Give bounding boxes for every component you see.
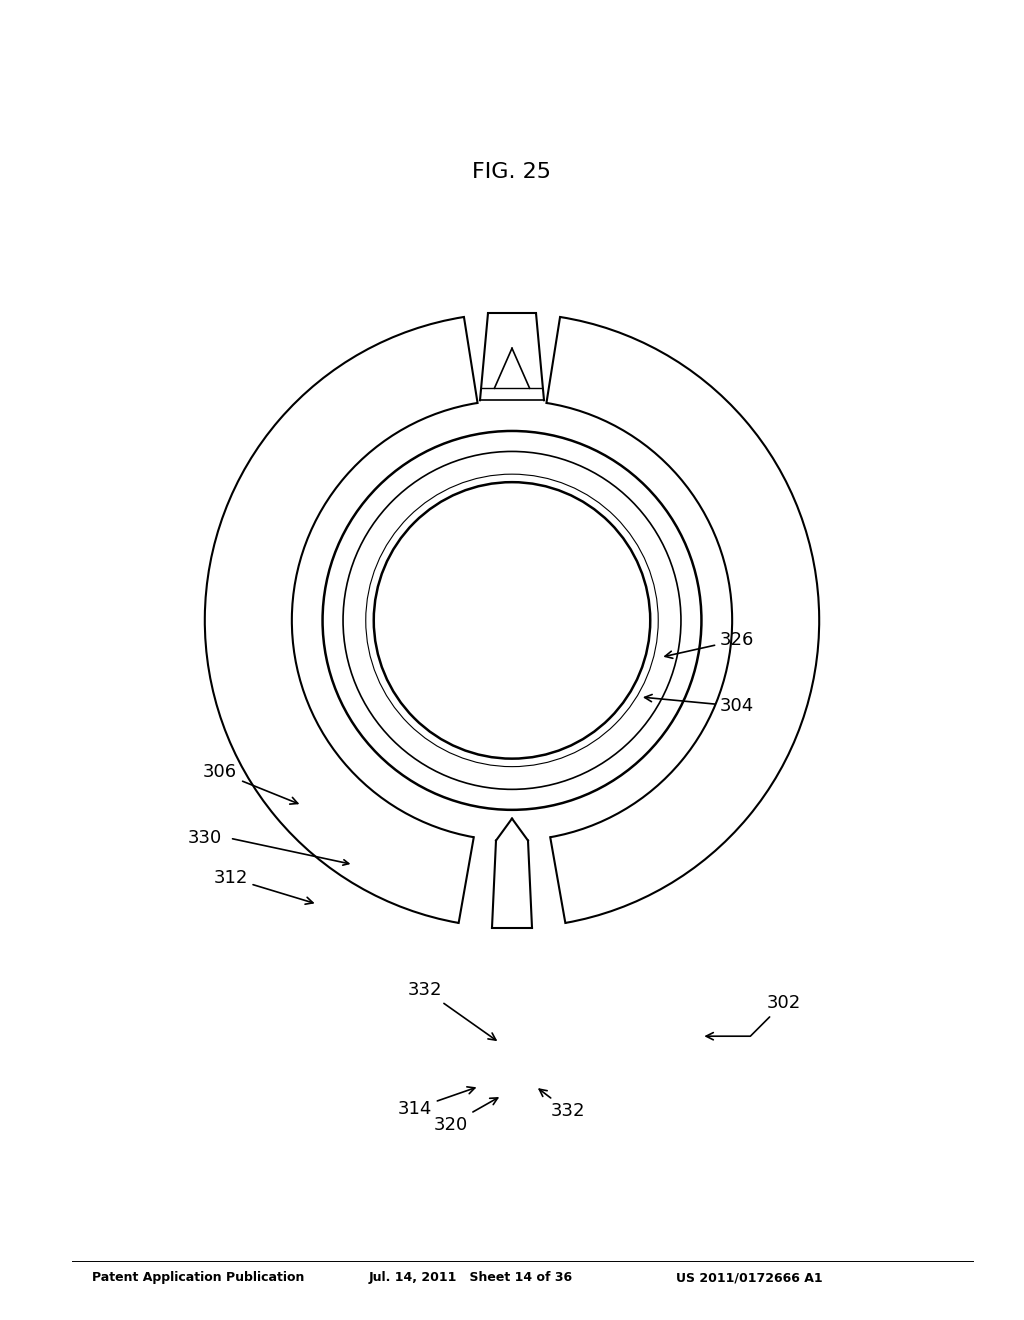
Text: 306: 306 — [203, 763, 298, 804]
Text: 330: 330 — [187, 829, 222, 847]
Text: FIG. 25: FIG. 25 — [472, 161, 552, 182]
Text: Patent Application Publication: Patent Application Publication — [92, 1271, 304, 1284]
Text: 332: 332 — [540, 1089, 586, 1121]
Text: 320: 320 — [433, 1098, 498, 1134]
Text: 332: 332 — [408, 981, 496, 1040]
Text: 312: 312 — [213, 869, 313, 904]
Text: 304: 304 — [645, 694, 755, 715]
Text: Jul. 14, 2011   Sheet 14 of 36: Jul. 14, 2011 Sheet 14 of 36 — [369, 1271, 572, 1284]
Text: 326: 326 — [665, 631, 755, 659]
Text: 302: 302 — [707, 994, 801, 1040]
Text: 314: 314 — [397, 1086, 475, 1118]
Text: US 2011/0172666 A1: US 2011/0172666 A1 — [676, 1271, 822, 1284]
